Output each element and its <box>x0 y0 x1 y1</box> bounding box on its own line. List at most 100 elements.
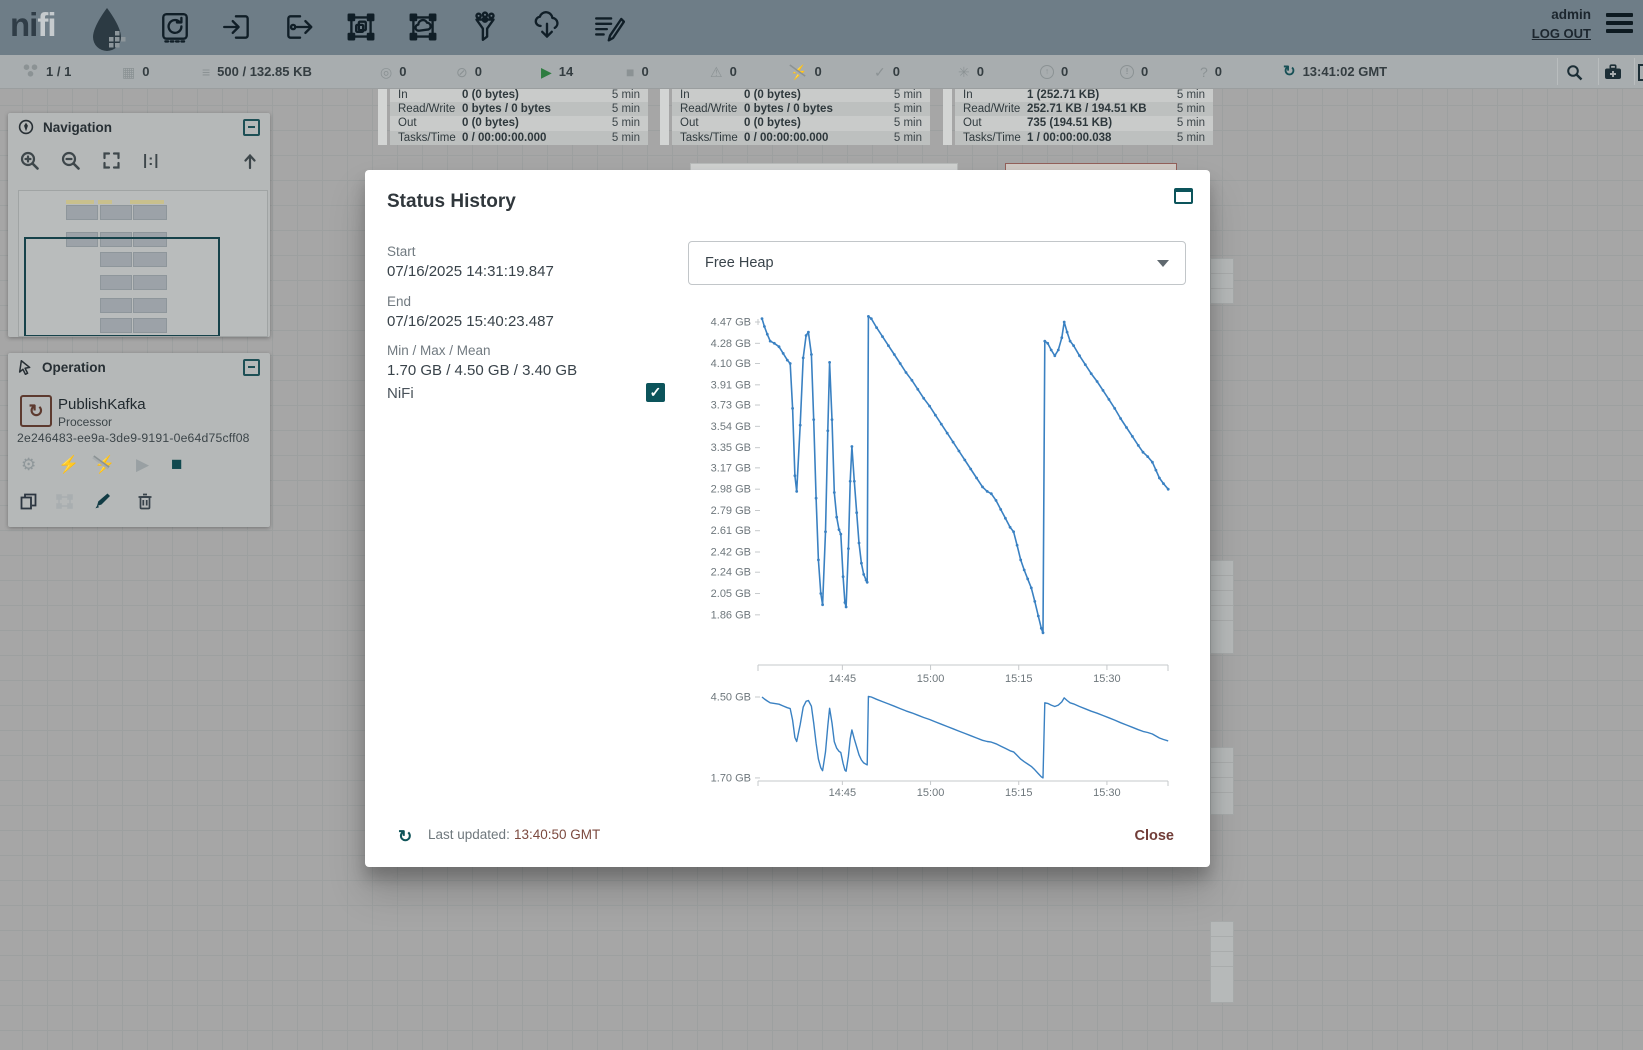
background-component-edge <box>660 88 669 145</box>
stat-row: Tasks/Time 1 / 00:00:00.038 5 min <box>955 130 1213 145</box>
background-component <box>690 163 958 172</box>
locally-modified-stale-icon: ! <box>1120 64 1134 79</box>
background-stat-table: In 0 (0 bytes) 5 min Read/Write 0 bytes / 0 … <box>390 88 648 145</box>
svg-text:2.79 GB: 2.79 GB <box>711 505 751 517</box>
status-history-dialog: Status History Start 07/16/2025 14:31:19… <box>365 170 1210 867</box>
refresh-status-icon[interactable]: ↻ <box>398 827 413 846</box>
minimap-block <box>130 200 164 204</box>
not-transmitting-icon: ⊘ <box>456 63 468 80</box>
collapse-navigation-icon[interactable] <box>243 118 260 136</box>
app-header: nifi admin LOG OUT <box>0 0 1643 55</box>
leave-group-icon[interactable] <box>242 152 258 170</box>
zoom-in-icon[interactable] <box>20 151 39 170</box>
processor-icon[interactable] <box>156 8 194 46</box>
cluster-icon <box>22 63 39 80</box>
minimap-block <box>66 232 98 247</box>
svg-text:3.54 GB: 3.54 GB <box>711 421 751 433</box>
running-status: ▶ 14 <box>541 55 573 88</box>
minimap-block <box>100 205 132 220</box>
minimap-block <box>133 232 167 247</box>
metric-dropdown[interactable]: Free Heap <box>688 241 1186 285</box>
search-icon[interactable] <box>1566 64 1583 86</box>
background-stat-table: In 0 (0 bytes) 5 min Read/Write 0 bytes / 0 … <box>672 88 930 145</box>
disable-icon[interactable]: ⚡ <box>94 455 116 474</box>
operation-title: Operation <box>42 359 106 375</box>
chevron-down-icon <box>1157 259 1169 267</box>
color-icon[interactable] <box>93 492 111 513</box>
group-icon[interactable] <box>56 493 73 513</box>
logout-link[interactable]: LOG OUT <box>1531 26 1591 41</box>
global-menu-icon[interactable] <box>1606 13 1633 37</box>
selected-component-type: Processor <box>58 415 113 429</box>
background-component <box>1210 258 1234 304</box>
template-icon[interactable] <box>528 8 566 46</box>
start-value: 07/16/2025 14:31:19.847 <box>387 263 554 280</box>
svg-text:1.86 GB: 1.86 GB <box>711 609 751 621</box>
process-group-icon[interactable] <box>342 8 380 46</box>
series-label: NiFi <box>387 385 414 402</box>
background-component <box>1210 560 1234 654</box>
counts-count: 0 <box>142 64 150 79</box>
close-button[interactable]: Close <box>1134 828 1175 844</box>
copy-icon[interactable] <box>20 493 37 513</box>
start-icon[interactable]: ▶ <box>136 455 150 474</box>
enable-icon[interactable]: ⚡ <box>58 455 80 474</box>
svg-text:3.91 GB: 3.91 GB <box>711 379 751 391</box>
stat-row: Read/Write 0 bytes / 0 bytes 5 min <box>390 102 648 117</box>
stopped-count: 0 <box>641 64 649 79</box>
queued-count: 500 / 132.85 KB <box>217 64 312 79</box>
flow-analysis-icon[interactable] <box>1604 64 1622 85</box>
minimap-block <box>100 298 132 313</box>
up-to-date-count: 0 <box>892 64 900 79</box>
transmitting-status: ◎ 0 <box>380 55 406 88</box>
running-icon: ▶ <box>541 63 552 80</box>
background-component <box>1210 747 1234 815</box>
counts-status: ▦ 0 <box>122 55 149 88</box>
up-to-date-icon: ✓ <box>874 63 886 80</box>
minmaxmean-value: 1.70 GB / 4.50 GB / 3.40 GB <box>387 362 578 379</box>
svg-text:1.70 GB: 1.70 GB <box>711 772 751 784</box>
stat-row: Out 0 (0 bytes) 5 min <box>390 116 648 131</box>
divider <box>1557 58 1558 85</box>
last-updated-value: 13:40:50 GMT <box>514 827 601 842</box>
svg-text:4.50 GB: 4.50 GB <box>711 692 751 704</box>
svg-text:15:15: 15:15 <box>1005 787 1033 799</box>
output-port-icon[interactable] <box>280 8 318 46</box>
zoom-out-icon[interactable] <box>61 151 80 170</box>
transmitting-icon: ◎ <box>380 63 393 80</box>
configure-icon[interactable]: ⚙ <box>21 455 37 474</box>
series-checkbox[interactable]: ✓ <box>646 383 665 402</box>
sync-failure-icon: ? <box>1200 63 1208 80</box>
remote-process-group-icon[interactable] <box>404 8 442 46</box>
status-history-brush-chart[interactable]: 4.50 GB 1.70 GB 14:45 15:00 15:15 15:30 <box>700 688 1170 800</box>
maximize-icon[interactable] <box>1174 188 1193 204</box>
operation-panel: Operation ↻ PublishKafka Processor 2e246… <box>8 353 270 527</box>
minimap-block <box>133 275 167 290</box>
svg-text:14:45: 14:45 <box>829 673 857 685</box>
input-port-icon[interactable] <box>218 8 256 46</box>
stop-icon[interactable]: ■ <box>171 454 183 475</box>
stat-row: Out 735 (194.51 KB) 5 min <box>955 116 1213 131</box>
label-icon[interactable] <box>590 8 628 46</box>
zoom-actual-icon[interactable]: |:| <box>143 152 160 169</box>
nifi-logo: nifi <box>10 6 126 51</box>
dialog-title: Status History <box>387 191 516 212</box>
collapse-operation-icon[interactable] <box>243 358 260 376</box>
invalid-icon: ⚠ <box>710 63 723 80</box>
start-label: Start <box>387 244 416 259</box>
compass-icon <box>18 119 34 135</box>
partial-icon[interactable] <box>1638 64 1643 81</box>
refresh-icon[interactable]: ↻ <box>1283 63 1296 80</box>
minimap[interactable] <box>18 190 268 337</box>
zoom-fit-icon[interactable] <box>102 151 121 170</box>
minimap-viewport[interactable] <box>24 237 220 336</box>
funnel-icon[interactable] <box>466 8 504 46</box>
user-block: admin LOG OUT <box>1532 7 1591 43</box>
transmitting-count: 0 <box>399 64 407 79</box>
delete-icon[interactable] <box>137 493 153 513</box>
background-stat-table: In 1 (252.71 KB) 5 min Read/Write 252.71 KB … <box>955 88 1213 145</box>
background-component-edge <box>943 88 952 145</box>
svg-text:2.98 GB: 2.98 GB <box>711 484 751 496</box>
status-bar: 1 / 1 ▦ 0 ≡ 500 / 132.85 KB ◎ 0 ⊘ 0 ▶ 14 ■ 0 ⚠ 0 ⚡ 0 ✓ 0 ✳ 0… <box>0 55 1643 89</box>
